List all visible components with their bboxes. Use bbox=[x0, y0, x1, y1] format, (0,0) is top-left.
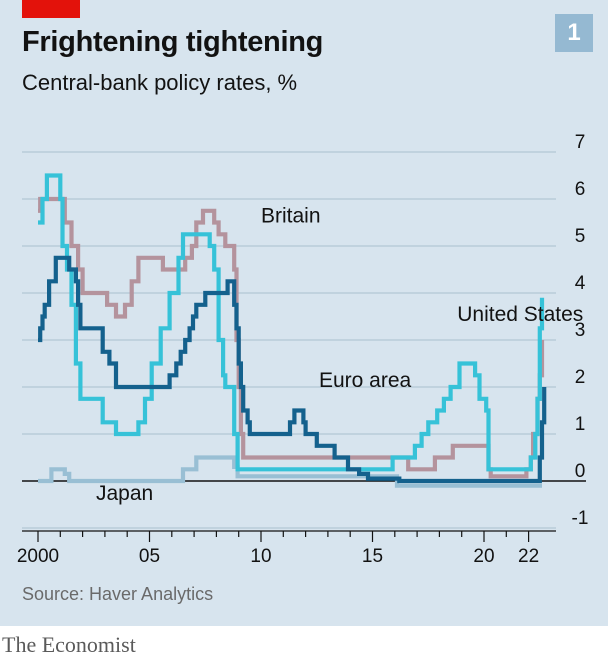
y-tick-label: 1 bbox=[575, 414, 586, 435]
x-tick-label: 05 bbox=[139, 546, 160, 567]
chart-title: Frightening tightening bbox=[22, 26, 324, 58]
chart-panel bbox=[0, 0, 608, 626]
source-note: Source: Haver Analytics bbox=[22, 584, 214, 604]
y-tick-label: 3 bbox=[575, 320, 586, 341]
y-tick-label: 6 bbox=[575, 179, 586, 200]
x-axis: 2000 05 10 15 20 22 bbox=[17, 530, 556, 567]
series-line-united-states bbox=[38, 173, 545, 472]
x-tick-label: 20 bbox=[473, 546, 494, 567]
x-tick-label: 10 bbox=[250, 546, 271, 567]
series-line-britain bbox=[38, 196, 545, 479]
brand-red-tab bbox=[22, 0, 80, 18]
publisher-logo: The Economist bbox=[2, 632, 136, 657]
y-tick-label: 7 bbox=[575, 132, 586, 153]
series-line-euro-area bbox=[38, 255, 547, 484]
y-tick-label: 5 bbox=[575, 226, 586, 247]
series-line-japan bbox=[38, 455, 542, 488]
x-tick-label: 22 bbox=[518, 546, 539, 567]
series-label-britain: Britain bbox=[261, 205, 321, 228]
series-label-japan: Japan bbox=[96, 482, 153, 505]
x-tick-label: 15 bbox=[362, 546, 383, 567]
y-tick-label: 0 bbox=[575, 461, 586, 482]
x-tick-label: 2000 bbox=[17, 546, 59, 567]
chart-number-badge: 1 bbox=[555, 14, 593, 52]
y-tick-label: -1 bbox=[572, 508, 589, 529]
series-label-euro-area: Euro area bbox=[319, 369, 412, 392]
chart-subtitle: Central-bank policy rates, % bbox=[22, 70, 298, 95]
y-tick-label: 2 bbox=[575, 367, 586, 388]
series-lines bbox=[38, 173, 547, 488]
y-axis-ticks: 7 6 5 4 3 2 1 0 -1 bbox=[572, 132, 589, 529]
series-label-united-states: United States bbox=[457, 303, 583, 326]
y-tick-label: 4 bbox=[575, 273, 586, 294]
series-labels: Britain United States Euro area Japan bbox=[96, 205, 583, 505]
